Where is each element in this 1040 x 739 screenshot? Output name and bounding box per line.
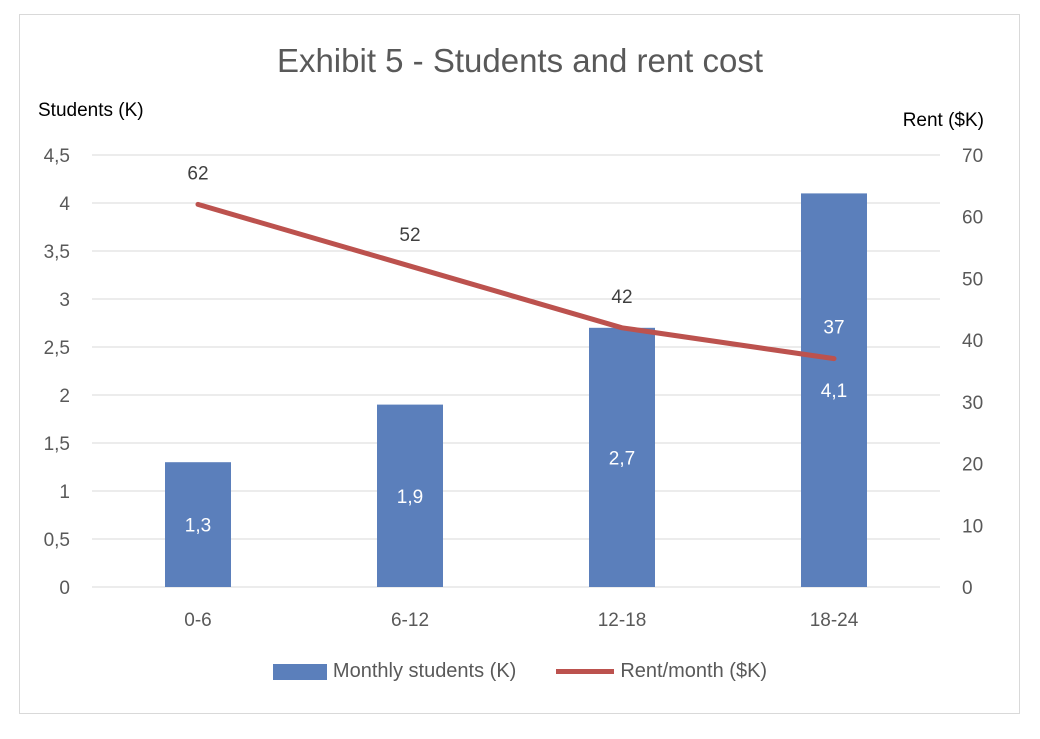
left-axis-title: Students (K) <box>38 100 144 121</box>
right-axis-ticks: 0 10 20 30 40 50 60 70 <box>962 146 983 599</box>
legend-label-rent: Rent/month ($K) <box>620 660 768 682</box>
bar-series: 1,3 1,9 2,7 4,1 <box>165 193 867 587</box>
bar <box>377 404 443 587</box>
left-tick-label: 3 <box>59 290 70 311</box>
left-axis-ticks: 0 0,5 1 1,5 2 2,5 3 3,5 4 4,5 <box>44 146 71 599</box>
right-tick-label: 0 <box>962 578 973 599</box>
line-data-label: 37 <box>823 318 844 339</box>
bar-data-label: 1,9 <box>397 487 423 508</box>
category-label: 12-18 <box>598 610 647 631</box>
left-tick-label: 4,5 <box>44 146 70 167</box>
right-tick-label: 60 <box>962 208 983 229</box>
left-tick-label: 2 <box>59 386 70 407</box>
right-tick-label: 40 <box>962 331 983 352</box>
category-axis: 0-6 6-12 12-18 18-24 <box>184 610 858 631</box>
legend-label-students: Monthly students (K) <box>332 660 517 682</box>
line-series: 62 52 42 37 <box>187 163 845 362</box>
right-tick-label: 70 <box>962 146 983 167</box>
bar-data-label: 4,1 <box>821 381 847 402</box>
right-axis-title: Rent ($K) <box>902 110 984 131</box>
legend-swatch-line <box>556 669 615 674</box>
bar-data-label: 2,7 <box>609 448 635 469</box>
left-tick-label: 1,5 <box>44 434 70 455</box>
bar <box>165 462 231 587</box>
gridlines <box>92 154 940 588</box>
right-tick-label: 30 <box>962 393 983 414</box>
left-tick-label: 3,5 <box>44 242 70 263</box>
line-data-label: 52 <box>399 225 420 246</box>
legend-item-rent: Rent/month ($K) <box>556 660 767 683</box>
category-label: 6-12 <box>391 610 429 631</box>
left-tick-label: 2,5 <box>44 338 70 359</box>
right-tick-label: 10 <box>962 516 983 537</box>
line-data-label: 42 <box>611 287 632 308</box>
bar-data-label: 1,3 <box>185 516 211 537</box>
legend-swatch-bar <box>272 663 327 680</box>
right-tick-label: 50 <box>962 269 983 290</box>
legend: Monthly students (K) Rent/month ($K) <box>0 660 1040 683</box>
bar <box>589 327 655 587</box>
chart-title: Exhibit 5 - Students and rent cost <box>276 42 764 79</box>
line-data-label: 62 <box>187 163 208 184</box>
left-tick-label: 1 <box>59 482 70 503</box>
bar <box>801 193 867 587</box>
left-tick-label: 0 <box>59 578 70 599</box>
legend-item-students: Monthly students (K) <box>272 660 517 683</box>
category-label: 0-6 <box>184 610 211 631</box>
right-tick-label: 20 <box>962 455 983 476</box>
left-tick-label: 0,5 <box>44 530 70 551</box>
left-tick-label: 4 <box>59 194 70 215</box>
category-label: 18-24 <box>810 610 859 631</box>
rent-line <box>195 201 837 362</box>
